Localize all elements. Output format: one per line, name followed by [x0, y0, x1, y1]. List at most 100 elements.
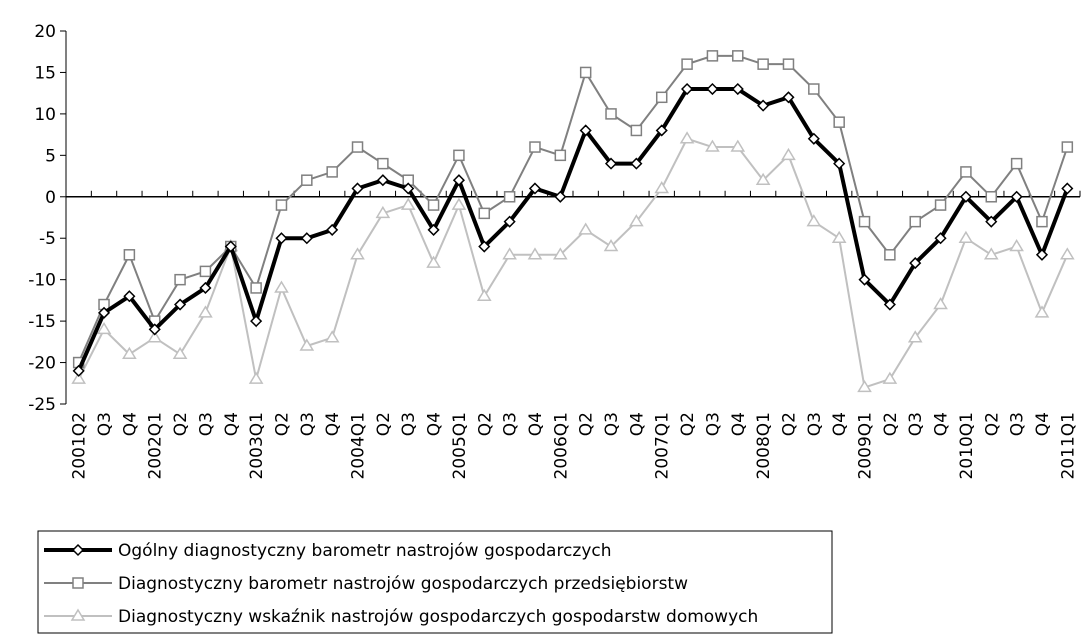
marker	[402, 182, 415, 195]
marker	[705, 139, 720, 152]
marker	[553, 247, 568, 260]
marker	[326, 166, 338, 178]
marker	[630, 124, 643, 137]
x-tick-label: Q3	[196, 412, 216, 436]
y-tick-label: -20	[28, 354, 56, 374]
marker	[502, 247, 517, 260]
x-tick-label: Q4	[222, 412, 242, 436]
marker	[528, 182, 542, 195]
marker	[883, 298, 896, 311]
marker	[123, 249, 136, 261]
x-tick-label: Q3	[95, 412, 115, 436]
marker	[681, 58, 693, 70]
marker	[300, 232, 313, 245]
x-tick-label: Q2	[678, 412, 698, 436]
x-tick-label: 2008Q1	[754, 412, 774, 479]
x-tick-label: 2011Q1	[1058, 412, 1078, 479]
marker	[400, 197, 416, 210]
x-tick-label: 2001Q2	[70, 412, 90, 479]
x-tick-label: 2007Q1	[653, 412, 673, 479]
x-tick-label: Q3	[399, 412, 419, 436]
x-tick-label: Q2	[272, 412, 292, 436]
x-tick-label: 2006Q1	[551, 412, 571, 479]
marker	[1060, 247, 1075, 260]
marker	[452, 174, 465, 187]
marker	[934, 232, 947, 245]
marker	[858, 215, 871, 228]
marker	[1035, 248, 1049, 261]
legend-label: Diagnostyczny wskaźnik nastrojów gospoda…	[118, 607, 758, 627]
y-tick-label: 20	[34, 22, 56, 42]
legend-box	[37, 530, 833, 634]
marker	[326, 223, 339, 236]
marker	[681, 82, 694, 96]
x-tick-label: Q2	[779, 412, 799, 436]
marker	[882, 371, 898, 384]
y-tick-label: -5	[39, 229, 56, 249]
marker	[476, 288, 492, 301]
marker	[732, 50, 744, 62]
marker	[123, 290, 136, 303]
marker	[1010, 157, 1023, 170]
x-tick-label: Q4	[729, 412, 749, 436]
marker	[1010, 190, 1023, 203]
marker	[224, 240, 237, 253]
marker	[250, 282, 262, 294]
marker	[324, 330, 340, 343]
y-tick-label: -10	[28, 271, 56, 291]
x-tick-label: Q4	[425, 412, 445, 436]
marker	[731, 82, 744, 96]
x-tick-label: Q2	[171, 412, 191, 436]
x-tick-label: 2010Q1	[957, 412, 977, 479]
marker	[934, 199, 947, 211]
y-tick-label: 10	[34, 105, 56, 125]
marker	[983, 247, 999, 260]
marker	[122, 346, 137, 360]
legend-label: Ogólny diagnostyczny barometr nastrojów …	[118, 541, 612, 561]
x-tick-label: Q2	[475, 412, 495, 436]
marker	[451, 197, 467, 210]
marker	[350, 247, 365, 260]
legend-marker	[72, 577, 84, 589]
legend-label: Diagnostyczny barometr nastrojów gospoda…	[118, 574, 688, 594]
marker	[781, 147, 796, 161]
marker	[172, 346, 188, 360]
marker	[453, 149, 465, 162]
x-tick-label: 2004Q1	[349, 412, 369, 479]
x-tick-label: Q3	[501, 412, 521, 436]
marker	[757, 99, 770, 112]
marker	[959, 190, 972, 203]
x-tick-label: Q2	[982, 412, 1002, 436]
marker	[909, 257, 922, 270]
marker	[275, 199, 288, 211]
marker	[985, 215, 998, 228]
marker	[351, 182, 364, 195]
x-tick-label: Q4	[627, 412, 647, 436]
marker	[198, 305, 213, 318]
legend-marker	[70, 608, 86, 621]
marker	[578, 222, 593, 235]
marker	[706, 82, 719, 96]
marker	[554, 190, 567, 203]
marker	[655, 124, 668, 137]
marker	[250, 315, 263, 328]
marker	[857, 379, 872, 393]
x-tick-label: 2009Q1	[856, 412, 876, 479]
marker	[655, 91, 668, 104]
marker	[199, 281, 212, 295]
marker	[376, 174, 389, 187]
marker	[630, 157, 643, 170]
y-tick-label: -25	[28, 395, 56, 415]
marker	[351, 141, 364, 153]
marker	[71, 371, 86, 384]
marker	[960, 166, 972, 178]
x-tick-label: Q2	[881, 412, 901, 436]
marker	[72, 364, 85, 377]
marker	[248, 371, 264, 384]
x-tick-label: Q4	[932, 412, 952, 436]
marker	[96, 321, 112, 335]
marker	[755, 172, 771, 185]
x-tick-label: Q4	[526, 412, 546, 436]
marker	[730, 139, 746, 152]
